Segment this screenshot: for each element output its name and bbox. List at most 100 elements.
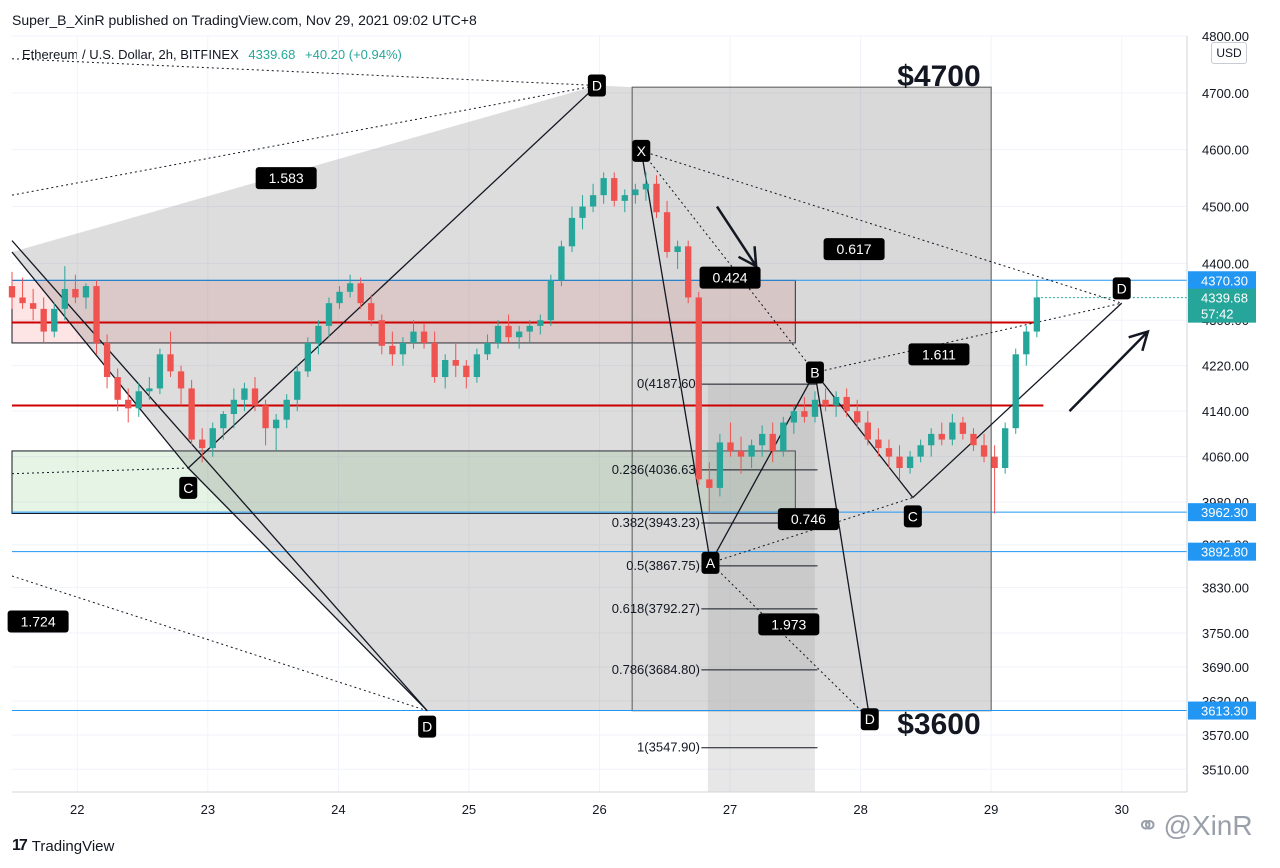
candle-body [864,422,871,440]
candle-body [769,433,776,451]
ratio-badge-text: 1.611 [922,346,956,362]
candle-body [663,212,671,252]
ratio-badge-text: 1.973 [771,616,806,632]
candle-body [1001,428,1009,468]
candle-body [991,456,998,468]
fib-level-label: 0.786(3684.80) [612,662,700,677]
harmonic-line [640,150,712,564]
candle-body [220,414,227,429]
watermark-text: @XinR [1163,809,1253,841]
harmonic-line [814,372,914,498]
candle-body [114,377,121,400]
candle-body [822,399,829,406]
candle-body [695,297,702,480]
candle-body [315,325,322,343]
y-tick-label: 3830.00 [1202,580,1249,595]
candle-body [368,303,375,321]
candle-body [547,280,555,321]
projection-box [631,86,992,712]
candle-body [980,445,988,457]
tradingview-logo[interactable]: 17 TradingView [12,837,114,855]
point-badge-text: X [637,143,647,159]
candle-body [790,411,798,423]
candle-body [442,360,449,378]
candle-body [632,189,639,196]
tradingview-brand: TradingView [31,837,115,855]
candle-body [209,428,216,449]
ratio-line [710,497,913,564]
y-tick-label: 4700.00 [1202,86,1249,101]
candle-body [896,456,903,468]
point-badge [418,715,437,738]
y-tick-label: 3690.00 [1202,660,1249,675]
candle-body [1033,297,1041,332]
candle-body [294,371,301,400]
candle-body [304,342,312,372]
ratio-badge [908,343,970,366]
candle-body [61,288,68,309]
countdown-text: 57:42 [1201,307,1234,322]
point-badge [860,708,879,731]
price-tag-text: 3892.80 [1201,545,1248,560]
green-zone [11,450,796,514]
harmonic-line [814,372,871,720]
point-badge-text: C [183,480,193,496]
candle-body [515,331,523,338]
candle-body [51,308,58,332]
fib-level-label: 0(4187.60) [637,376,700,391]
point-badge [632,139,651,162]
candle-body [558,246,565,281]
x-tick-label: 28 [853,802,867,817]
price-tag-text: 3613.30 [1201,704,1248,719]
target-price-label: $4700 [897,60,980,93]
x-tick-label: 24 [331,802,345,817]
candle-body [917,445,924,457]
ratio-badge-text: 0.617 [837,241,872,257]
candle-body [885,448,893,457]
candle-body [537,320,544,326]
candle-body [463,365,470,378]
y-tick-label: 4600.00 [1202,143,1249,158]
price-tag [1188,542,1256,561]
x-tick-label: 26 [592,802,606,817]
candle-body [473,354,481,378]
ratio-line [11,58,597,86]
candle-body [970,433,977,446]
arrow-shaft [1068,330,1149,413]
x-tick-label: 22 [70,802,84,817]
currency-button[interactable]: USD [1211,42,1247,64]
weibo-icon: ⚭ [1136,810,1160,841]
point-badge [701,551,720,574]
point-badge-text: D [592,77,602,93]
point-badge-text: C [908,508,918,524]
ratio-line [710,562,871,720]
candle-body [346,283,354,292]
price-tag-text: 4339.68 [1201,291,1248,306]
up-arrow [1068,329,1150,413]
candle-body [854,411,861,423]
point-badge-text: B [810,365,819,381]
ratio-line [11,467,189,475]
price-tag-text: 3962.30 [1201,505,1248,520]
candle-body [642,183,650,190]
y-tick-label: 4400.00 [1202,256,1249,271]
y-tick-label: 4140.00 [1202,404,1249,419]
tradingview-icon: 17 [12,837,28,854]
ratio-badge [777,508,839,531]
harmonic-line [187,467,428,712]
candle-body [82,286,90,298]
candle-body [325,303,333,326]
ratio-badge [758,613,820,636]
fib-level-label: 1(3547.90) [637,740,700,755]
candle-body [431,342,438,378]
candle-body [399,342,407,355]
candle-body [484,342,491,355]
candle-body [706,479,713,488]
candle-body [748,445,755,457]
candle-body [780,422,787,451]
candle-body [125,399,132,409]
candle-body [452,360,459,366]
candle-body [378,320,385,346]
arrow-head [1128,329,1150,352]
